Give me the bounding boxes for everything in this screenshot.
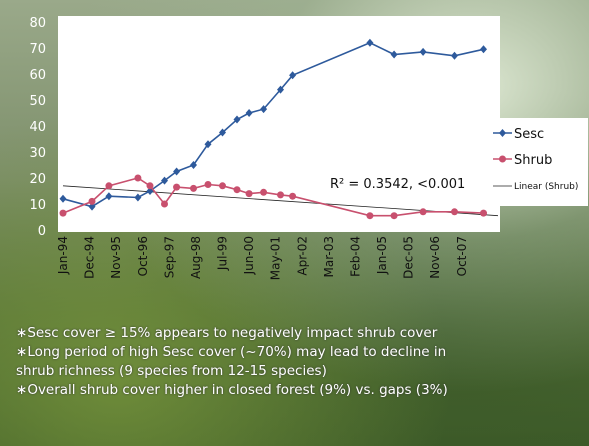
marker	[105, 182, 113, 190]
bullet: ∗Overall shrub cover higher in closed fo…	[16, 382, 448, 398]
marker	[146, 182, 154, 190]
marker	[245, 190, 253, 198]
x-tick-label: Nov-95	[109, 236, 123, 279]
marker	[289, 71, 297, 80]
y-tick-label: 0	[38, 224, 46, 239]
marker	[134, 174, 142, 182]
y-tick-label: 50	[29, 94, 46, 109]
y-tick-label: 60	[29, 68, 46, 83]
y-tick-label: 10	[29, 198, 46, 213]
legend-label: Shrub	[514, 153, 552, 168]
x-tick-label: Nov-06	[428, 236, 442, 279]
marker	[173, 167, 181, 176]
marker	[190, 161, 197, 169]
x-tick-label: Jun-00	[242, 236, 256, 275]
bullet-text: Overall shrub cover higher in closed for…	[27, 382, 448, 398]
bullet: ∗Sesc cover ≥ 15% appears to negatively …	[16, 325, 438, 341]
marker	[451, 208, 458, 216]
x-tick-label: Jul-99	[216, 236, 230, 271]
legend: Sesc Shrub Linear (Shrub)	[490, 118, 588, 206]
marker	[105, 192, 113, 201]
x-tick-label: Jan-94	[56, 236, 70, 275]
marker	[219, 128, 226, 137]
marker	[134, 193, 142, 202]
chart: R² = 0.3542, <0.001 0 10 20 30 40 50 60 70 80 Jan…	[29, 16, 588, 281]
marker	[161, 176, 168, 185]
y-tick-label: 70	[29, 42, 46, 57]
marker	[289, 192, 297, 200]
marker	[161, 200, 168, 208]
legend-marker	[499, 155, 506, 163]
marker	[204, 181, 212, 188]
marker	[88, 202, 96, 211]
bullet: shrub richness (9 species from 12-15 spe…	[16, 362, 586, 381]
marker	[277, 191, 284, 199]
marker	[480, 209, 487, 217]
marker	[59, 194, 67, 203]
marker	[59, 209, 67, 217]
x-tick-label: Mar-03	[322, 236, 336, 277]
legend-label: Linear (Shrub)	[514, 182, 578, 192]
marker	[260, 105, 268, 114]
x-tick-label: Dec-05	[402, 236, 416, 279]
marker	[233, 115, 241, 124]
bullet-text: Sesc cover ≥ 15% appears to negatively i…	[27, 325, 438, 341]
bullet: ∗Long period of high Sesc cover (~70%) m…	[16, 344, 447, 360]
marker	[204, 140, 212, 149]
marker	[245, 109, 253, 117]
marker	[190, 184, 197, 192]
x-tick-label: May-01	[269, 236, 283, 280]
legend-label: Sesc	[514, 127, 544, 142]
marker	[366, 212, 374, 220]
bullet-text: shrub richness (9 species from 12-15 spe…	[16, 363, 327, 379]
marker	[480, 45, 487, 54]
bullet-text: Long period of high Sesc cover (~70%) ma…	[27, 344, 447, 360]
x-tick-label: Dec-94	[83, 236, 97, 279]
x-tick-label: Feb-04	[348, 236, 362, 277]
marker	[277, 85, 284, 94]
plot-area	[58, 16, 500, 232]
y-tick-label: 40	[29, 120, 46, 135]
legend-marker	[499, 129, 506, 137]
annotation: R² = 0.3542, <0.001	[330, 177, 465, 192]
marker	[173, 183, 181, 191]
bullet-list: ∗Sesc cover ≥ 15% appears to negatively …	[16, 324, 586, 400]
marker	[366, 38, 374, 47]
marker	[419, 208, 427, 216]
marker	[219, 182, 226, 190]
y-tick-label: 20	[29, 172, 46, 187]
marker	[390, 50, 398, 59]
marker	[390, 212, 398, 220]
x-tick-label: Aug-98	[189, 236, 203, 279]
y-tick-label: 30	[29, 146, 46, 161]
x-tick-label: Oct-07	[455, 236, 469, 276]
marker	[233, 186, 241, 194]
marker	[88, 197, 96, 205]
x-tick-label: Apr-02	[295, 236, 309, 276]
x-tick-label: Oct-96	[136, 236, 150, 276]
x-tick-label: Jan-05	[375, 236, 389, 275]
y-tick-label: 80	[29, 16, 46, 31]
marker	[260, 188, 268, 196]
marker	[419, 47, 427, 56]
marker	[451, 51, 458, 60]
x-tick-label: Sep-97	[162, 236, 176, 278]
